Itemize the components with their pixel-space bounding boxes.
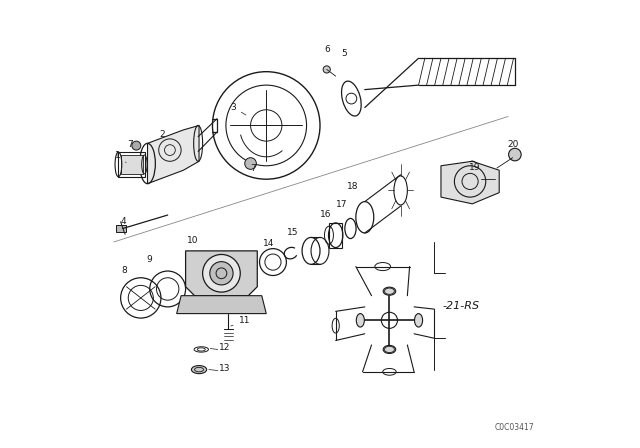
Ellipse shape bbox=[191, 366, 207, 374]
Text: 4: 4 bbox=[121, 217, 127, 226]
Text: 12: 12 bbox=[220, 343, 230, 352]
Text: 13: 13 bbox=[220, 364, 230, 373]
Ellipse shape bbox=[383, 345, 396, 353]
Text: C0C03417: C0C03417 bbox=[495, 423, 534, 432]
Polygon shape bbox=[177, 296, 266, 314]
Text: 7: 7 bbox=[251, 164, 257, 173]
Bar bbox=[118, 152, 145, 177]
Circle shape bbox=[323, 66, 330, 73]
Text: 19: 19 bbox=[469, 163, 481, 172]
Ellipse shape bbox=[383, 287, 396, 295]
Bar bbox=[116, 225, 126, 232]
Text: 3: 3 bbox=[230, 103, 246, 115]
Circle shape bbox=[244, 158, 257, 169]
Polygon shape bbox=[441, 161, 499, 204]
Circle shape bbox=[509, 148, 521, 161]
Bar bbox=[329, 223, 342, 248]
Text: 14: 14 bbox=[263, 238, 274, 247]
Polygon shape bbox=[148, 125, 199, 184]
Text: 7: 7 bbox=[127, 140, 132, 149]
Text: 1: 1 bbox=[115, 151, 126, 163]
Circle shape bbox=[132, 141, 141, 150]
Text: 6: 6 bbox=[324, 45, 330, 54]
Text: 8: 8 bbox=[121, 266, 127, 275]
Ellipse shape bbox=[356, 314, 364, 327]
Bar bbox=[121, 155, 143, 174]
Text: 17: 17 bbox=[336, 200, 348, 209]
Text: 20: 20 bbox=[508, 140, 519, 149]
Text: -21-RS: -21-RS bbox=[442, 301, 480, 311]
Circle shape bbox=[210, 262, 233, 285]
Text: 10: 10 bbox=[187, 236, 198, 245]
Ellipse shape bbox=[415, 314, 422, 327]
Text: 5: 5 bbox=[341, 49, 347, 58]
Text: 11: 11 bbox=[231, 316, 250, 326]
Circle shape bbox=[203, 254, 240, 292]
Text: 15: 15 bbox=[287, 228, 299, 237]
Text: 9: 9 bbox=[146, 255, 152, 264]
Text: 2: 2 bbox=[159, 129, 165, 138]
Polygon shape bbox=[186, 251, 257, 296]
Text: 16: 16 bbox=[319, 210, 331, 219]
Ellipse shape bbox=[463, 161, 481, 202]
Text: 18: 18 bbox=[346, 182, 358, 191]
